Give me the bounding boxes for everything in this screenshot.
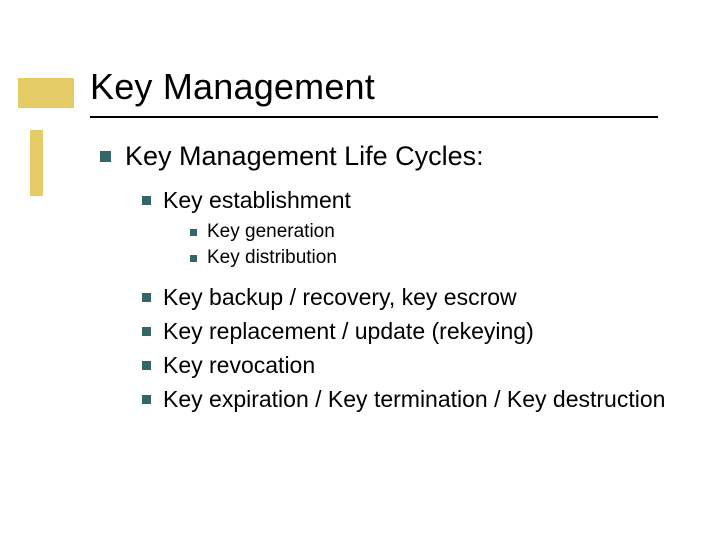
list-item: Key generation bbox=[190, 220, 680, 245]
list-item: Key expiration / Key termination / Key d… bbox=[142, 385, 680, 415]
list-item: Key establishment bbox=[142, 186, 680, 216]
list-item-label: Key expiration / Key termination / Key d… bbox=[163, 385, 680, 415]
square-bullet-icon bbox=[190, 255, 197, 262]
square-bullet-icon bbox=[142, 293, 151, 302]
list-item: Key distribution bbox=[190, 246, 680, 271]
accent-box-top bbox=[18, 78, 74, 108]
square-bullet-icon bbox=[142, 395, 151, 404]
list-item-label: Key replacement / update (rekeying) bbox=[163, 317, 680, 347]
square-bullet-icon bbox=[142, 361, 151, 370]
list-item: Key replacement / update (rekeying) bbox=[142, 317, 680, 347]
square-bullet-icon bbox=[142, 196, 151, 205]
list-item: Key Management Life Cycles: bbox=[100, 140, 680, 174]
list-item-label: Key Management Life Cycles: bbox=[125, 140, 680, 174]
square-bullet-icon bbox=[190, 229, 197, 236]
slide-content: Key Management Life Cycles: Key establis… bbox=[100, 140, 680, 419]
list-item-label: Key distribution bbox=[207, 246, 680, 271]
list-item-label: Key establishment bbox=[163, 186, 680, 216]
square-bullet-icon bbox=[142, 327, 151, 336]
accent-box-side bbox=[30, 130, 43, 196]
list-item: Key revocation bbox=[142, 351, 680, 381]
list-item: Key backup / recovery, key escrow bbox=[142, 283, 680, 313]
list-item-label: Key backup / recovery, key escrow bbox=[163, 283, 680, 313]
square-bullet-icon bbox=[100, 151, 111, 162]
slide-title: Key Management bbox=[90, 66, 375, 108]
list-item-label: Key generation bbox=[207, 220, 680, 245]
list-item-label: Key revocation bbox=[163, 351, 680, 381]
slide: Key Management Key Management Life Cycle… bbox=[0, 0, 720, 540]
title-underline bbox=[90, 116, 658, 118]
